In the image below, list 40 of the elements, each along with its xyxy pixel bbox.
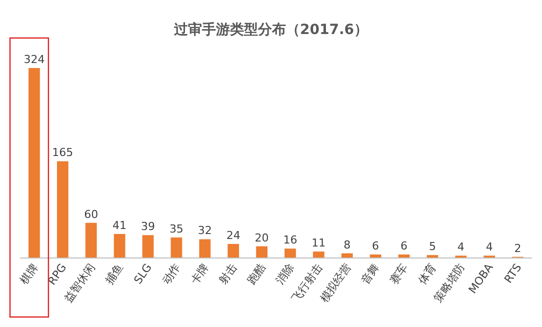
- data-label: 41: [112, 218, 127, 232]
- data-label: 165: [52, 146, 74, 160]
- data-label: 6: [372, 239, 380, 252]
- data-label: 60: [84, 208, 98, 221]
- data-label: 39: [141, 220, 155, 234]
- data-label: 4: [486, 240, 493, 254]
- bar: [114, 234, 126, 258]
- bar: [312, 252, 324, 258]
- data-label: 24: [226, 228, 240, 242]
- x-tick-label: 音舞: [358, 261, 382, 287]
- x-tick-label: 赛车: [387, 261, 410, 287]
- x-tick-label: 射击: [216, 261, 240, 287]
- bar: [28, 68, 40, 258]
- data-label: 324: [24, 53, 45, 66]
- x-tick-label: 跑酷: [244, 261, 268, 287]
- data-label: 2: [514, 242, 522, 255]
- data-label: 20: [254, 231, 269, 244]
- data-label: 6: [400, 239, 408, 252]
- data-label: 8: [344, 238, 351, 252]
- x-tick-label: 动作: [160, 261, 183, 287]
- bar: [199, 239, 211, 258]
- data-label: 5: [428, 240, 436, 254]
- bar: [284, 248, 296, 258]
- data-label: 32: [198, 224, 212, 238]
- data-label: 11: [312, 236, 326, 250]
- x-tick-label: 卡牌: [188, 261, 212, 287]
- bar: [170, 237, 182, 258]
- bar: [256, 246, 268, 258]
- bar: [228, 244, 240, 258]
- data-label: 4: [457, 240, 464, 254]
- x-tick-label: 体育: [416, 261, 439, 287]
- data-label: 16: [283, 234, 298, 247]
- x-tick-label: 捕鱼: [102, 261, 126, 287]
- bar: [142, 235, 154, 258]
- data-label: 35: [169, 222, 184, 236]
- bar: [85, 222, 97, 258]
- x-tick-label: 棋牌: [17, 261, 41, 287]
- bar: [56, 161, 68, 258]
- x-tick-label: 消除: [273, 261, 297, 287]
- chart-title: 过审手游类型分布（2017.6）: [172, 21, 368, 38]
